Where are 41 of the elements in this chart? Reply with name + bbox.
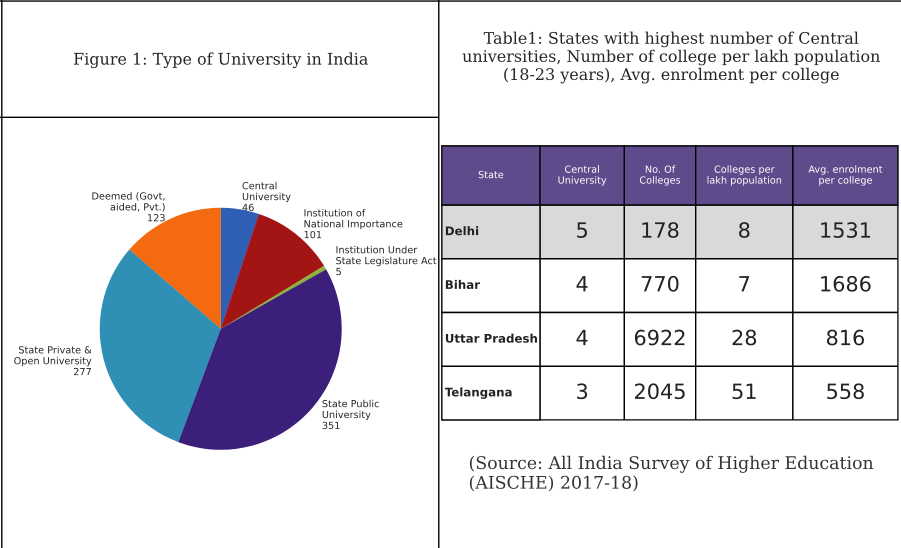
chart-title: Table1: States with highest number of Central universities, Number of college per lakh population (18-23 years), Avg. enrolment per college	[462, 32, 880, 84]
data-label: 8	[739, 222, 750, 238]
data-label: 1686	[821, 276, 871, 292]
data-label: 4	[576, 276, 588, 292]
data-label: 123	[148, 214, 165, 222]
data-label: 558	[827, 383, 864, 400]
y-tick-label: Bihar	[446, 280, 480, 290]
data-label: 178	[642, 222, 678, 238]
slice-label: State Public University	[322, 400, 379, 420]
data-label: 5	[336, 268, 341, 276]
data-label: 101	[304, 230, 322, 238]
data-label: 351	[322, 422, 340, 430]
data-label: 816	[826, 330, 864, 346]
text: (Source: All India Survey of Higher Education (AISCHE) 2017-18)	[470, 456, 874, 492]
data-label: 4	[576, 330, 588, 346]
data-label: 1531	[821, 222, 870, 238]
data-label: 277	[74, 368, 91, 376]
data-label: 46	[242, 204, 254, 212]
data-label: 51	[732, 384, 756, 400]
data-label: 3	[577, 383, 588, 400]
data-label: 7	[739, 276, 750, 292]
y-tick-label: Delhi	[446, 226, 478, 236]
chart-title: Figure 1: Type of University in India	[74, 52, 368, 68]
y-tick-label: Telangana	[444, 387, 512, 399]
pie-slice	[100, 249, 221, 442]
y-tick-label: Uttar Pradesh	[446, 334, 537, 343]
data-label: 6922	[634, 330, 684, 346]
slice-label: Deemed (Govt, aided, Pvt.)	[92, 192, 165, 212]
slice-label: Institution of National Importance	[304, 209, 402, 230]
slice-label: Institution Under State Legislature Act	[336, 246, 436, 266]
slice-label: State Private & Open University	[14, 346, 92, 366]
slice-label: Central University	[242, 182, 291, 202]
y-axis-title: State	[478, 170, 504, 178]
data-label: 2045	[635, 383, 685, 400]
data-label: 28	[732, 330, 756, 346]
x-tick-label: Central University	[558, 165, 606, 186]
x-tick-label: Avg. enrolment per college	[808, 165, 882, 186]
x-tick-label: Colleges per lakh population	[708, 165, 782, 186]
data-label: 770	[642, 276, 678, 292]
data-label: 5	[577, 222, 587, 238]
x-tick-label: No. Of Colleges	[640, 165, 680, 186]
